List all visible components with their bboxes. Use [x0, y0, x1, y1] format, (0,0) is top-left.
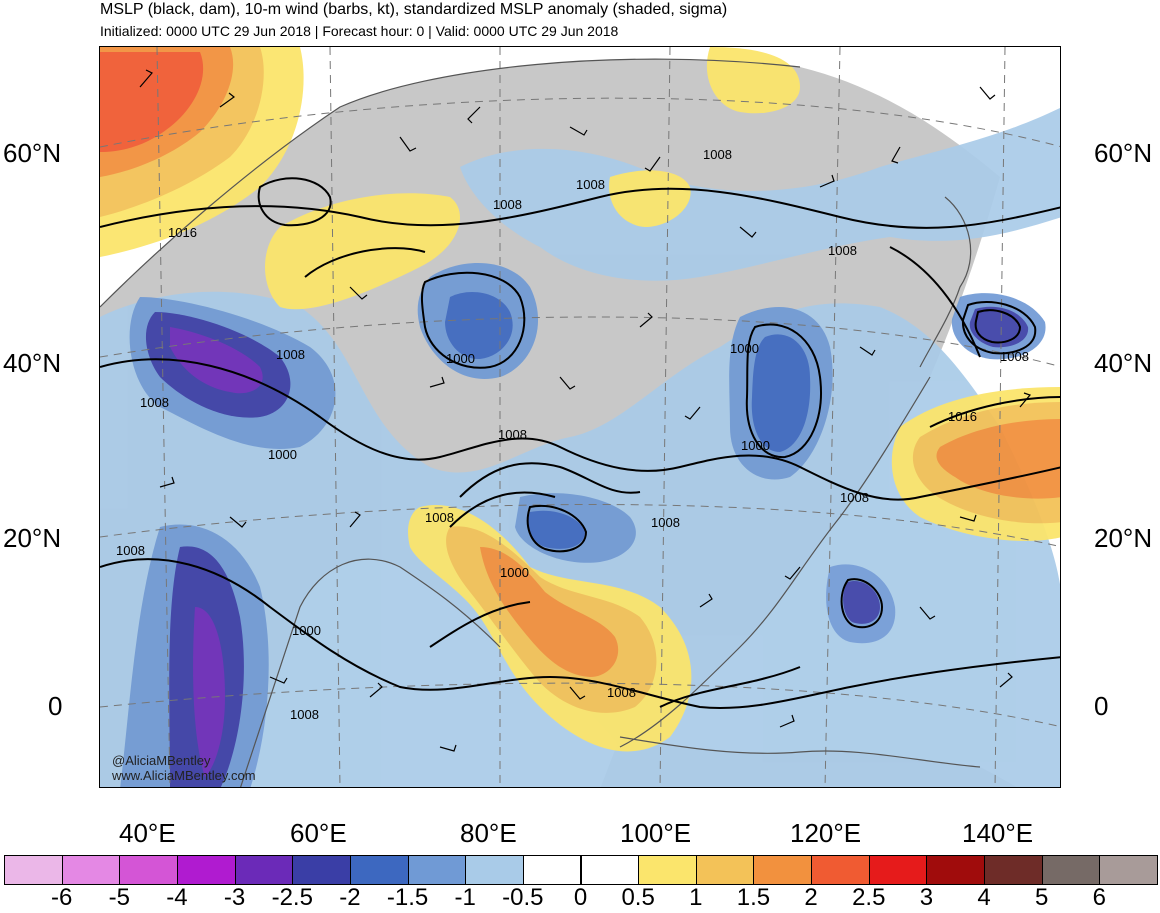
graticule — [100, 47, 1060, 787]
contour-label: 1008 — [840, 490, 869, 505]
colorbar-cell — [292, 855, 351, 885]
lat-label-right-20n: 20°N — [1094, 523, 1153, 553]
lon-label-40e: 40°E — [119, 818, 176, 848]
colorbar-tick-label: -2.5 — [271, 884, 313, 911]
credit-handle: @AliciaMBentley — [112, 753, 211, 768]
contour-label: 1000 — [741, 438, 770, 453]
contour-label: 1008 — [290, 707, 319, 722]
contour-label: 1016 — [168, 225, 197, 240]
lon-label-80e: 80°E — [460, 818, 517, 848]
lat-label-left-20n: 20°N — [3, 523, 62, 553]
colorbar-tick-label: -4 — [166, 884, 188, 911]
colorbar-tick-label: 5 — [1035, 884, 1049, 911]
colorbar-cell — [926, 855, 986, 885]
contour-label: 1008 — [703, 147, 732, 162]
credit-website: www.AliciaMBentley.com — [112, 768, 256, 783]
lon-label-60e: 60°E — [290, 818, 347, 848]
colorbar-cell — [522, 855, 582, 885]
colorbar-cell — [811, 855, 870, 885]
contour-label: 1016 — [948, 409, 977, 424]
mslp-contours — [100, 177, 1060, 709]
colorbar-tick-label: 4 — [977, 884, 991, 911]
colorbar-tick-label: -5 — [108, 884, 130, 911]
colorbar-cell — [1099, 855, 1158, 885]
colorbar-tick-label: 0 — [573, 884, 588, 911]
colorbar-cell — [984, 855, 1043, 885]
lat-label-right-60n: 60°N — [1094, 138, 1153, 168]
colorbar-cell — [349, 855, 409, 885]
negative-anomaly-shading — [100, 107, 1060, 787]
lat-label-right-eq: 0 — [1094, 691, 1109, 721]
colorbar-cell — [234, 855, 294, 885]
colorbar-cell — [4, 855, 63, 885]
colorbar-cell — [465, 855, 524, 885]
contour-label: 1000 — [268, 447, 297, 462]
colorbar-tick-label: 3 — [919, 884, 934, 911]
contour-label: 1008 — [828, 243, 857, 258]
lat-label-left-eq: 0 — [48, 691, 63, 721]
contour-label: 1008 — [493, 197, 522, 212]
lon-label-100e: 100°E — [620, 818, 692, 848]
contour-label: 1008 — [116, 543, 145, 558]
colorbar-tick-label: -0.5 — [502, 884, 544, 911]
colorbar-tick-label: 6 — [1092, 884, 1107, 911]
chart-title: MSLP (black, dam), 10-m wind (barbs, kt)… — [100, 1, 728, 18]
colorbar-tick-label: 1 — [689, 884, 703, 911]
colorbar-cell — [580, 855, 640, 885]
positive-anomaly-shading — [100, 47, 1060, 752]
map-panel: 1016 1008 1008 1008 1000 1000 1008 1008 … — [99, 46, 1061, 788]
colorbar-cell — [407, 855, 467, 885]
contour-label: 1008 — [651, 515, 680, 530]
contour-label: 1000 — [446, 351, 475, 366]
contour-label: 1000 — [500, 565, 529, 580]
colorbar-tick-label: -1.5 — [386, 884, 429, 911]
contour-label: 1008 — [498, 427, 527, 442]
colorbar-cell — [61, 855, 121, 885]
colorbar — [4, 855, 1158, 885]
colorbar-cell — [638, 855, 697, 885]
contour-label: 1008 — [140, 395, 169, 410]
lat-label-left-60n: 60°N — [3, 138, 62, 168]
lon-label-140e: 140°E — [962, 818, 1034, 848]
colorbar-tick-label: -6 — [50, 884, 73, 911]
coastlines — [100, 58, 981, 787]
contour-label: 1008 — [425, 510, 454, 525]
colorbar-cell — [1041, 855, 1101, 885]
colorbar-tick-label: -3 — [223, 884, 246, 911]
colorbar-tick-label: 2 — [804, 884, 818, 911]
colorbar-tick-label: 0.5 — [621, 884, 655, 911]
colorbar-cell — [753, 855, 813, 885]
contour-label: 1008 — [1000, 349, 1029, 364]
colorbar-tick-label: 1.5 — [736, 884, 771, 911]
colorbar-cell — [695, 855, 755, 885]
colorbar-cell — [119, 855, 178, 885]
colorbar-tick-label: -2 — [339, 884, 361, 911]
contour-labels: 1016 1008 1008 1008 1000 1000 1008 1008 … — [116, 147, 1029, 722]
contour-label: 1008 — [576, 177, 605, 192]
lat-label-left-40n: 40°N — [3, 348, 62, 378]
contour-label: 1008 — [276, 347, 305, 362]
lon-label-120e: 120°E — [790, 818, 862, 848]
chart-subtitle: Initialized: 0000 UTC 29 Jun 2018 | Fore… — [100, 23, 619, 39]
colorbar-cell — [176, 855, 236, 885]
lat-label-right-40n: 40°N — [1094, 348, 1153, 378]
wind-barbs — [139, 69, 1032, 752]
colorbar-tick-label: 2.5 — [852, 884, 886, 911]
contour-label: 1000 — [730, 341, 759, 356]
contour-label: 1000 — [292, 623, 321, 638]
map-canvas: 1016 1008 1008 1008 1000 1000 1008 1008 … — [100, 47, 1060, 787]
colorbar-tick-label: -1 — [454, 884, 476, 911]
contour-label: 1008 — [607, 685, 636, 700]
colorbar-cell — [868, 855, 928, 885]
